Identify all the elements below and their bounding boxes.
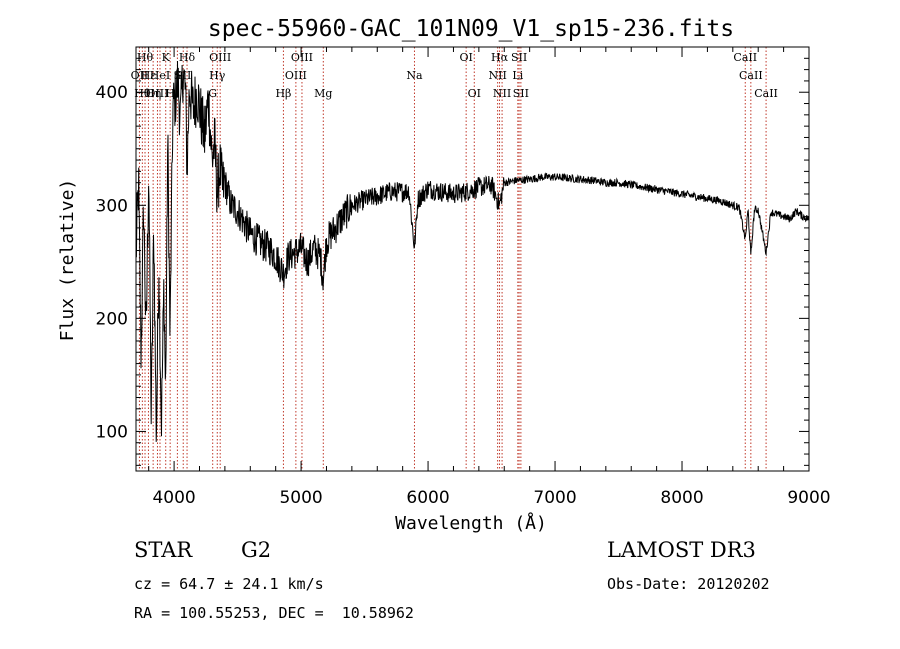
y-tick-label: 400 [96,83,128,103]
line-label: NII [493,87,511,100]
spectral-line-labels: OIIHθHθHεHηOIIIHeIKHSSIIHδGHγOIIIHβOIIIO… [131,51,778,100]
y-tick-label: 200 [96,309,128,329]
line-label: K [162,51,171,64]
line-label: OIII [209,51,231,64]
line-label: OIII [291,51,313,64]
line-label: Hα [491,51,509,64]
line-label: OIII [285,69,307,82]
x-tick-label: 4000 [152,488,195,508]
line-label: Li [512,69,523,82]
object-type: STAR [134,538,193,562]
subclass: G2 [241,538,272,562]
line-label: G [208,87,217,100]
line-label: OIII [146,87,168,100]
line-label: Hθ [137,51,154,64]
y-axis-ticks: 100 200 300 400 [96,46,809,466]
plot-frame [135,46,810,472]
x-tick-label: 9000 [787,488,830,508]
line-label: Mg [314,87,332,100]
line-label: Hγ [209,69,226,82]
line-label: Na [406,69,423,82]
y-tick-label: 100 [96,422,128,442]
x-axis-label: Wavelength (Å) [395,512,547,534]
chart-title: spec-55960-GAC_101N09_V1_sp15-236.fits [208,16,734,42]
survey-name: LAMOST DR3 [607,538,756,562]
line-label: CaII [754,87,778,100]
y-axis-label: Flux (relative) [57,179,78,342]
observation-date: Obs-Date: 20120202 [607,575,770,593]
coordinates: RA = 100.55253, DEC = 10.58962 [134,604,414,622]
x-tick-label: 6000 [406,488,449,508]
spectrum-line [135,60,810,442]
x-tick-label: 8000 [660,488,703,508]
line-label: OI [468,87,481,100]
line-label: SII [513,87,529,100]
line-label: CaII [733,51,757,64]
line-label: Hβ [275,87,291,100]
x-axis-ticks: 4000 5000 6000 7000 8000 9000 [148,47,831,508]
line-label: H [165,87,175,100]
line-label: Hε [141,69,157,82]
line-label: HeI [150,69,170,82]
line-label: OI [459,51,472,64]
line-label: Hθ [134,87,151,100]
line-label: OII [131,69,149,82]
x-tick-label: 7000 [533,488,576,508]
spectral-line-markers [138,47,767,471]
line-label: Hδ [179,51,196,64]
redshift-velocity: cz = 64.7 ± 24.1 km/s [134,575,324,593]
y-tick-label: 300 [96,196,128,216]
line-label: SII [511,51,527,64]
line-label: NII [488,69,506,82]
x-tick-label: 5000 [279,488,322,508]
line-label: CaII [739,69,763,82]
line-label: Hη [145,87,161,100]
